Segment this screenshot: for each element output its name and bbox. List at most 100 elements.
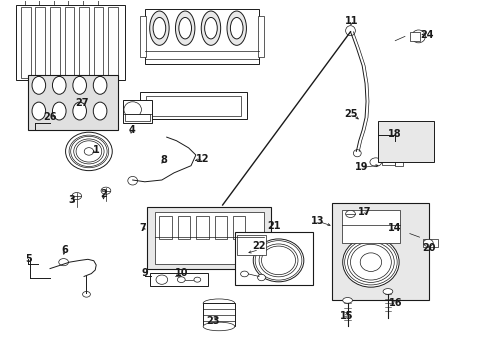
Text: 2: 2 — [100, 189, 107, 199]
Text: 24: 24 — [419, 30, 433, 40]
Text: 1: 1 — [93, 145, 100, 155]
Ellipse shape — [226, 11, 246, 45]
Text: 17: 17 — [358, 207, 371, 217]
Bar — [125, 114, 149, 121]
Bar — [64, 7, 74, 78]
Ellipse shape — [423, 239, 432, 247]
Text: 14: 14 — [386, 223, 400, 233]
Text: 13: 13 — [310, 216, 324, 226]
Text: 16: 16 — [387, 298, 401, 308]
Bar — [94, 7, 103, 78]
Bar — [154, 212, 264, 264]
Ellipse shape — [93, 102, 107, 120]
Ellipse shape — [82, 292, 90, 297]
Text: 18: 18 — [387, 129, 401, 139]
Bar — [144, 9, 259, 64]
Bar — [409, 32, 419, 41]
Text: 9: 9 — [141, 268, 148, 278]
Ellipse shape — [350, 244, 390, 280]
Ellipse shape — [93, 76, 107, 94]
Ellipse shape — [230, 18, 243, 39]
Ellipse shape — [342, 297, 352, 303]
Ellipse shape — [382, 289, 392, 294]
Ellipse shape — [52, 102, 66, 120]
Bar — [203, 303, 234, 327]
Bar — [79, 7, 89, 78]
Text: 10: 10 — [174, 268, 188, 278]
Text: 22: 22 — [252, 241, 265, 251]
Bar — [140, 16, 145, 57]
Ellipse shape — [261, 246, 295, 275]
Text: 26: 26 — [43, 112, 57, 122]
Ellipse shape — [179, 18, 191, 39]
Ellipse shape — [153, 18, 165, 39]
Text: 25: 25 — [344, 109, 358, 119]
Ellipse shape — [177, 277, 185, 283]
Ellipse shape — [203, 322, 234, 331]
Bar — [381, 160, 394, 165]
Text: 12: 12 — [196, 154, 209, 163]
Ellipse shape — [123, 102, 141, 117]
Ellipse shape — [194, 277, 201, 282]
Ellipse shape — [342, 237, 398, 287]
Text: 4: 4 — [128, 125, 135, 135]
Bar — [149, 273, 207, 287]
Ellipse shape — [175, 11, 195, 45]
Bar — [16, 5, 125, 80]
Ellipse shape — [253, 239, 303, 282]
Bar — [341, 210, 399, 243]
Ellipse shape — [72, 193, 81, 200]
Ellipse shape — [345, 26, 355, 36]
Bar — [258, 16, 264, 57]
Ellipse shape — [240, 271, 248, 277]
Text: 7: 7 — [139, 223, 145, 233]
Bar — [237, 235, 266, 255]
Bar — [331, 203, 428, 300]
Ellipse shape — [76, 141, 102, 162]
Text: 11: 11 — [344, 16, 358, 26]
Bar — [50, 7, 60, 78]
Ellipse shape — [84, 148, 93, 155]
Ellipse shape — [59, 258, 68, 266]
Text: 21: 21 — [266, 221, 280, 231]
Ellipse shape — [203, 299, 234, 307]
Text: 19: 19 — [354, 162, 367, 172]
Text: 3: 3 — [68, 195, 75, 204]
Ellipse shape — [71, 136, 107, 167]
Bar — [147, 207, 271, 269]
Text: 8: 8 — [161, 156, 167, 165]
Text: 27: 27 — [75, 98, 88, 108]
Bar — [377, 121, 433, 162]
Ellipse shape — [52, 76, 66, 94]
Bar — [122, 100, 152, 123]
Ellipse shape — [369, 158, 381, 166]
Ellipse shape — [201, 11, 220, 45]
Bar — [394, 158, 402, 166]
Ellipse shape — [411, 30, 425, 43]
Ellipse shape — [32, 76, 45, 94]
Ellipse shape — [65, 132, 112, 171]
Ellipse shape — [360, 253, 381, 271]
Bar — [159, 216, 171, 239]
Ellipse shape — [204, 18, 217, 39]
Ellipse shape — [101, 187, 111, 194]
Ellipse shape — [73, 102, 86, 120]
Ellipse shape — [149, 11, 169, 45]
Ellipse shape — [257, 274, 265, 281]
Ellipse shape — [353, 150, 361, 157]
Bar — [35, 7, 45, 78]
Ellipse shape — [345, 210, 355, 217]
Bar — [178, 216, 190, 239]
Bar — [140, 93, 246, 119]
Text: 20: 20 — [422, 243, 435, 253]
Ellipse shape — [73, 76, 86, 94]
Text: 23: 23 — [206, 316, 219, 326]
Bar — [108, 7, 118, 78]
Bar — [234, 232, 312, 285]
Ellipse shape — [127, 176, 137, 185]
Bar — [196, 216, 208, 239]
Bar — [233, 216, 245, 239]
Bar — [21, 7, 30, 78]
Bar — [423, 239, 437, 247]
Bar — [28, 75, 118, 130]
